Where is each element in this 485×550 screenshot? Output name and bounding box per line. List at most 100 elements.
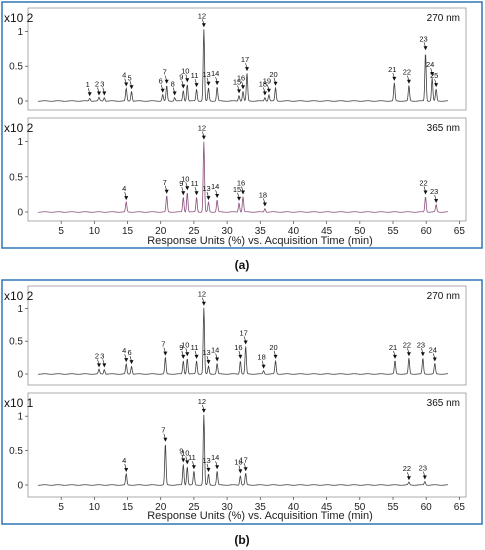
peak-label: 7 [161, 340, 165, 349]
peak-marker [194, 83, 199, 88]
x-tick-label: 55 [387, 226, 399, 237]
peak-marker [430, 72, 435, 77]
peak-marker [261, 364, 266, 369]
peak-marker [266, 88, 271, 93]
x-axis-b: 5 10 15 20 25 30 35 40 45 50 55 60 65 [58, 497, 465, 513]
peak-marker [206, 467, 211, 472]
peak-marker [238, 469, 243, 474]
peak-label: 15 [233, 185, 241, 194]
x-tick-label: 50 [354, 502, 366, 513]
peak-marker [206, 196, 211, 201]
x-tick-label: 50 [354, 226, 366, 237]
peak-leader [164, 185, 167, 191]
peak-leader [263, 198, 266, 204]
peak-marker [273, 81, 278, 86]
peak-label: 23 [419, 464, 427, 473]
peak-marker [423, 46, 428, 51]
x-tick-label: 30 [222, 226, 234, 237]
peak-label: 10 [181, 448, 189, 457]
peak-marker [432, 357, 437, 362]
peak-marker [191, 465, 196, 470]
peak-marker [392, 354, 397, 359]
peak-marker [245, 67, 249, 72]
peak-marker [201, 301, 206, 306]
x-tick-label: 5 [58, 226, 64, 237]
peak-label: 17 [240, 455, 248, 464]
peak-marker [160, 88, 165, 93]
peak-label: 11 [191, 71, 199, 80]
peak-leader [215, 461, 218, 467]
peak-label: 2 [95, 80, 99, 89]
peak-marker [124, 196, 129, 201]
peak-label: 16 [234, 457, 242, 466]
peak-leader [206, 463, 209, 470]
peak-label: 20 [269, 343, 277, 352]
peak-marker [201, 408, 206, 413]
peak-leader [202, 19, 205, 25]
peak-leader [124, 192, 127, 198]
peak-marker [406, 476, 411, 481]
peak-label: 22 [403, 340, 411, 349]
peak-marker [185, 460, 190, 465]
peak-label: 20 [269, 70, 277, 79]
peak-leader [215, 353, 218, 359]
peak-leader [163, 433, 166, 439]
chromatogram-b-270nm: x10 2 0 0.5 1 270 nm 2 3 4 6 7 910 11 12 13 14 16 17 18 20… [4, 285, 467, 386]
peak-marker [241, 190, 246, 195]
peak-label: 4 [122, 184, 126, 193]
peak-marker [97, 363, 102, 368]
peak-marker [206, 360, 211, 365]
x-axis-a: 5 10 15 20 25 30 35 40 45 50 55 60 65 [58, 221, 465, 237]
x-tick-label: 20 [155, 226, 167, 237]
y-tick-label: 0.5 [9, 337, 23, 348]
peak-marker [262, 91, 267, 96]
y-tick-label: 0 [17, 208, 23, 219]
peak-marker [97, 91, 102, 96]
peak-marker [181, 84, 186, 89]
peak-marker [215, 194, 220, 199]
peak-leader [237, 85, 240, 91]
peak-leader [206, 192, 209, 198]
chromatogram-title: 270 nm [427, 13, 460, 24]
y-tick-label: 1 [17, 27, 23, 38]
peak-leader [261, 360, 264, 366]
panel-b-frame [1, 279, 483, 525]
peak-leader [392, 72, 395, 78]
peak-leader [181, 454, 184, 460]
y-tick-label: 0 [17, 97, 23, 108]
peak-label: 9 [179, 343, 183, 352]
peak-leader [172, 87, 175, 93]
peak-marker [102, 363, 107, 368]
peak-leader [181, 80, 184, 86]
trace-line [37, 29, 449, 102]
peak-leader [185, 182, 188, 188]
peak-marker [243, 467, 248, 472]
peak-marker [434, 83, 439, 88]
peak-marker [181, 354, 186, 359]
peak-marker [241, 85, 246, 90]
peak-label: 5 [127, 73, 131, 82]
peak-label: 10 [181, 174, 189, 183]
peak-leader [434, 79, 437, 85]
peak-leader [181, 350, 184, 356]
peak-label: 23 [419, 34, 427, 43]
peak-marker [129, 85, 134, 90]
peak-leader [243, 336, 246, 342]
peak-marker [406, 352, 411, 357]
peak-leader [263, 87, 266, 93]
peak-label: 6 [159, 77, 163, 86]
peak-leader [129, 356, 132, 362]
trace-line [37, 307, 449, 375]
peak-marker [124, 467, 129, 472]
x-tick-label: 5 [58, 502, 64, 513]
trace-line [37, 141, 449, 213]
peak-label: 1 [86, 80, 90, 89]
peak-leader [206, 356, 209, 362]
x-tick-label: 40 [288, 502, 300, 513]
peak-marker [102, 91, 107, 96]
y-tick-label: 0 [17, 481, 23, 492]
peak-leader [407, 348, 410, 354]
panel-caption-b: (b) [234, 533, 249, 547]
peak-marker [163, 351, 168, 356]
